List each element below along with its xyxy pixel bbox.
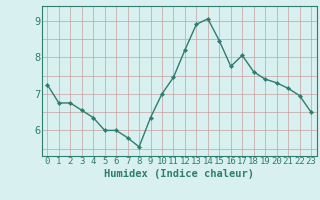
- X-axis label: Humidex (Indice chaleur): Humidex (Indice chaleur): [104, 169, 254, 179]
